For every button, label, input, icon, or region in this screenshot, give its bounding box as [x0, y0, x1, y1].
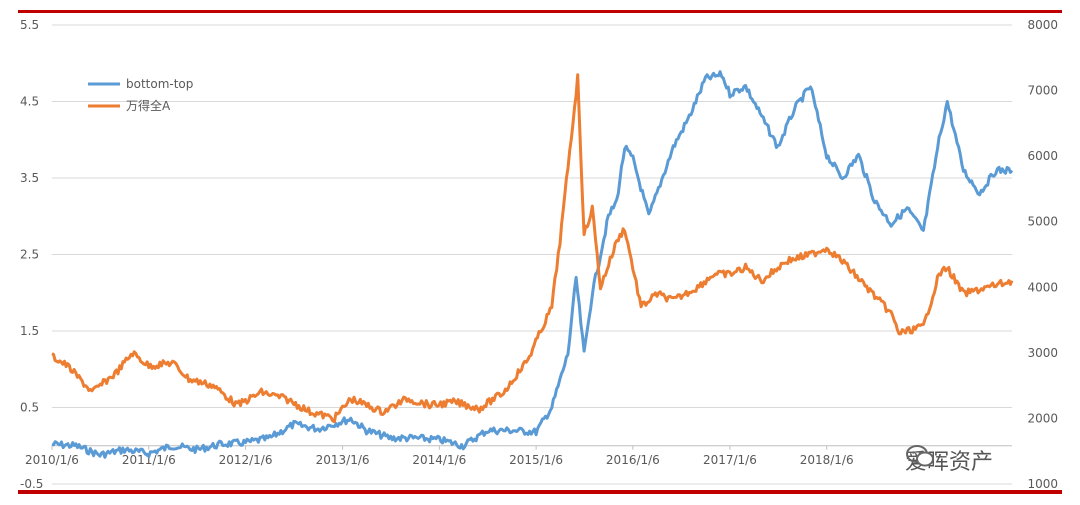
legend-label: 万得全A	[126, 98, 171, 113]
left-axis-tick-label: 4.5	[20, 95, 39, 109]
wechat-logo-icon	[906, 445, 934, 467]
x-axis-tick-label: 2017/1/6	[703, 453, 757, 467]
left-axis-tick-label: 5.5	[20, 18, 39, 32]
right-axis-tick-label: 8000	[1027, 18, 1058, 32]
right-axis-tick-label: 5000	[1027, 215, 1058, 229]
x-axis-tick-label: 2016/1/6	[606, 453, 660, 467]
right-axis-tick-label: 6000	[1027, 149, 1058, 163]
x-axis-tick-label: 2013/1/6	[316, 453, 370, 467]
x-axis-tick-label: 2018/1/6	[800, 453, 854, 467]
x-axis-tick-label: 2011/1/6	[122, 453, 176, 467]
watermark: 爱晖资产	[905, 444, 993, 476]
x-axis-tick-label: 2010/1/6	[25, 453, 79, 467]
x-axis-tick-label: 2014/1/6	[412, 453, 466, 467]
right-axis-tick-label: 1000	[1027, 477, 1058, 491]
x-axis-tick-label: 2012/1/6	[219, 453, 273, 467]
series-line	[51, 70, 1014, 459]
right-axis-tick-label: 2000	[1027, 411, 1058, 425]
left-axis-tick-label: 1.5	[20, 324, 39, 338]
right-axis-tick-label: 3000	[1027, 346, 1058, 360]
bottom-red-rule	[18, 490, 1062, 494]
left-axis-tick-label: 0.5	[20, 401, 39, 415]
left-axis-tick-label: 2.5	[20, 248, 39, 262]
right-axis-tick-label: 4000	[1027, 280, 1058, 294]
left-axis-tick-label: -0.5	[20, 477, 43, 491]
left-axis-tick-label: 3.5	[20, 171, 39, 185]
top-red-rule	[18, 10, 1062, 13]
legend-label: bottom-top	[126, 77, 193, 91]
series-line	[51, 73, 1014, 424]
x-axis-tick-label: 2015/1/6	[509, 453, 563, 467]
right-axis-tick-label: 7000	[1027, 84, 1058, 98]
